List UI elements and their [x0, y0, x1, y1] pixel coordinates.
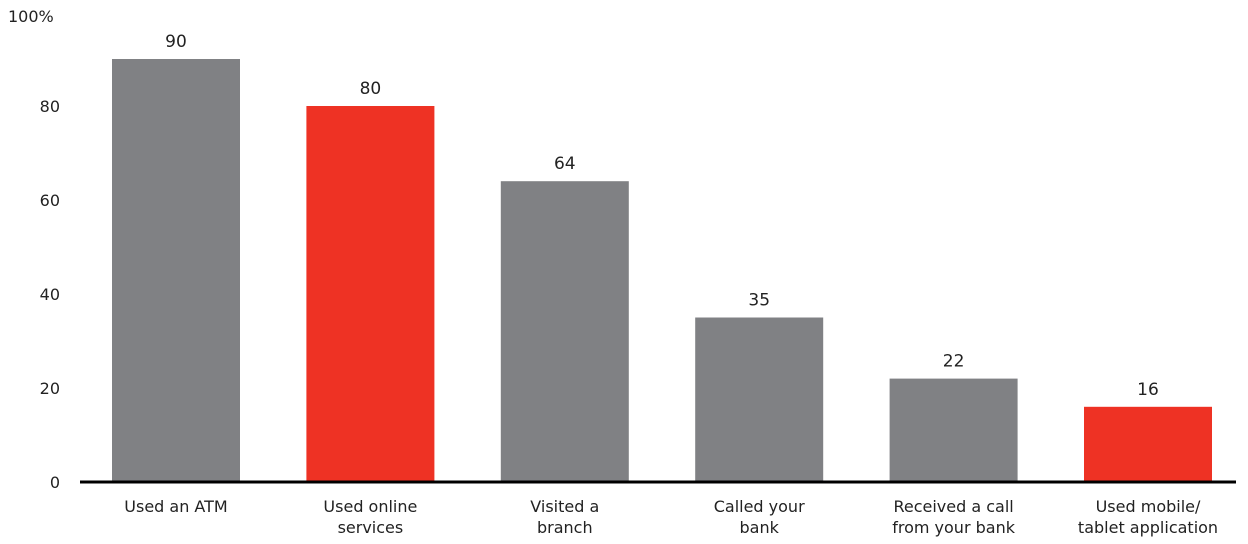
- y-tick-label: 40: [40, 285, 60, 304]
- category-labels: Used an ATM Used online services Visited a b…: [124, 497, 1218, 537]
- x-tick-label: branch: [537, 518, 593, 537]
- x-tick-label: Used online: [323, 497, 417, 516]
- x-tick-label: from your bank: [892, 518, 1015, 537]
- data-label: 64: [554, 154, 576, 174]
- x-tick-label: services: [338, 518, 404, 537]
- x-tick-label: Used an ATM: [124, 497, 227, 516]
- y-tick-label: 100%: [8, 7, 54, 26]
- data-label: 35: [748, 291, 770, 311]
- x-tick-label: Visited a: [530, 497, 599, 516]
- y-tick-label: 0: [50, 473, 60, 492]
- x-tick-label: tablet application: [1078, 518, 1218, 537]
- bar: [695, 317, 824, 482]
- x-tick-label: Used mobile/: [1096, 497, 1201, 516]
- bar: [306, 106, 435, 482]
- bar: [889, 378, 1018, 482]
- data-label: 22: [943, 352, 965, 372]
- bar: [500, 181, 629, 482]
- x-tick-label: Received a call: [893, 497, 1013, 516]
- data-label: 80: [360, 79, 382, 99]
- y-tick-label: 20: [40, 379, 60, 398]
- y-axis-tick-labels: 0 20 40 60 80 100%: [8, 7, 60, 492]
- bars: [112, 59, 1212, 482]
- bar: [1084, 406, 1212, 482]
- bar: [112, 59, 240, 482]
- y-tick-label: 60: [40, 191, 60, 210]
- value-labels: 90 80 64 35 22 16: [165, 32, 1159, 400]
- data-label: 90: [165, 32, 187, 52]
- data-label: 16: [1137, 380, 1159, 400]
- x-tick-label: Called your: [714, 497, 805, 516]
- y-tick-label: 80: [40, 97, 60, 116]
- x-tick-label: bank: [740, 518, 780, 537]
